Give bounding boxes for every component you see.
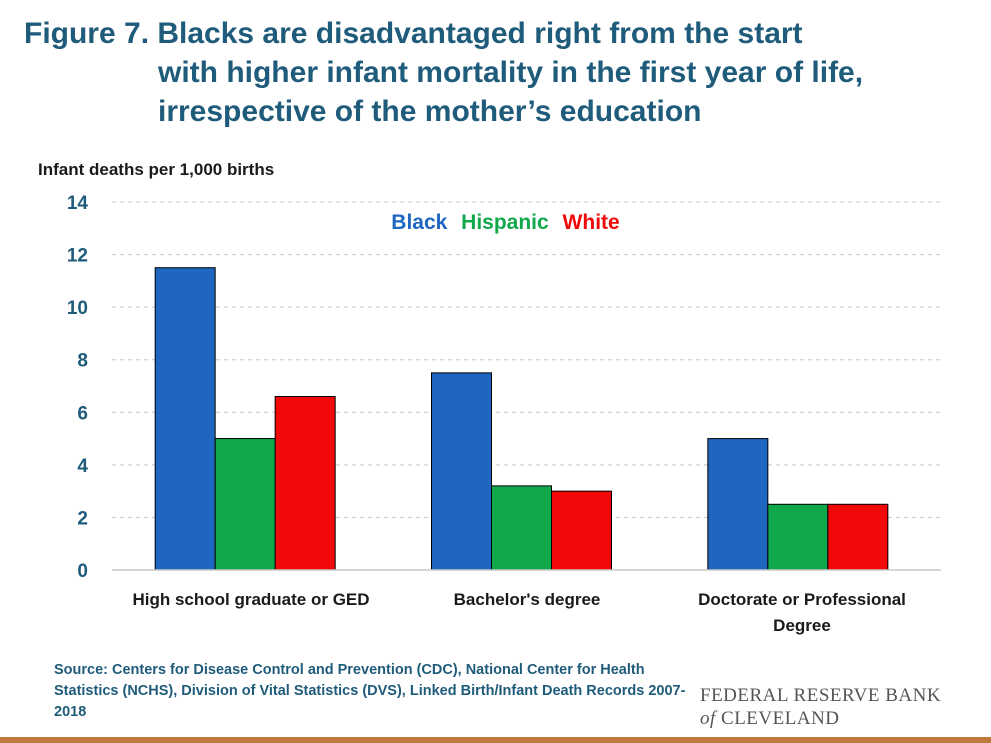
logo-line-1: FEDERAL RESERVE BANK (700, 685, 942, 706)
bar-white-0 (274, 396, 336, 571)
bottom-rule (0, 737, 991, 743)
y-tick-label: 8 (77, 351, 88, 372)
y-tick-label: 0 (77, 561, 88, 582)
y-tick-label: 12 (67, 246, 88, 267)
title-line-1: Figure 7. Blacks are disadvantaged right… (24, 17, 803, 50)
bar-black-0 (154, 267, 216, 571)
legend-black: Black (391, 211, 448, 234)
bar-black-1 (431, 372, 492, 571)
chart-title: Figure 7. Blacks are disadvantaged right… (24, 14, 863, 131)
y-tick-label: 6 (77, 403, 88, 424)
logo-of: of (700, 708, 716, 729)
bars (154, 267, 889, 571)
x-category-bachelors: Bachelor's degree (453, 590, 601, 609)
bar-hispanic-0 (214, 438, 276, 571)
bar-hispanic-2 (767, 503, 829, 571)
y-axis-label: Infant deaths per 1,000 births (38, 160, 275, 179)
source-note: Source: Centers for Disease Control and … (54, 662, 686, 720)
bar-white-1 (551, 490, 612, 571)
title-line-2: with higher infant mortality in the firs… (158, 56, 864, 89)
title-line-3: irrespective of the mother’s education (158, 95, 702, 128)
x-category-high-school: High school graduate or GED (132, 590, 370, 609)
bar-white-2 (827, 503, 889, 571)
legend: Black Hispanic White (0, 211, 991, 235)
x-category-doctorate: Doctorate or Professional Degree (698, 590, 906, 635)
logo-line-2: CLEVELAND (721, 708, 840, 729)
y-tick-label: 4 (77, 456, 88, 477)
fed-logo: FEDERAL RESERVE BANK of CLEVELAND (700, 684, 941, 730)
y-axis-ticks: 0 2 4 6 8 10 12 14 (67, 193, 89, 582)
legend-white: White (562, 211, 620, 234)
y-tick-label: 2 (77, 508, 88, 529)
bar-hispanic-1 (491, 485, 552, 571)
y-tick-label: 10 (67, 298, 88, 319)
bar-black-2 (707, 438, 769, 571)
legend-hispanic: Hispanic (461, 211, 549, 234)
y-tick-label: 14 (67, 193, 89, 214)
